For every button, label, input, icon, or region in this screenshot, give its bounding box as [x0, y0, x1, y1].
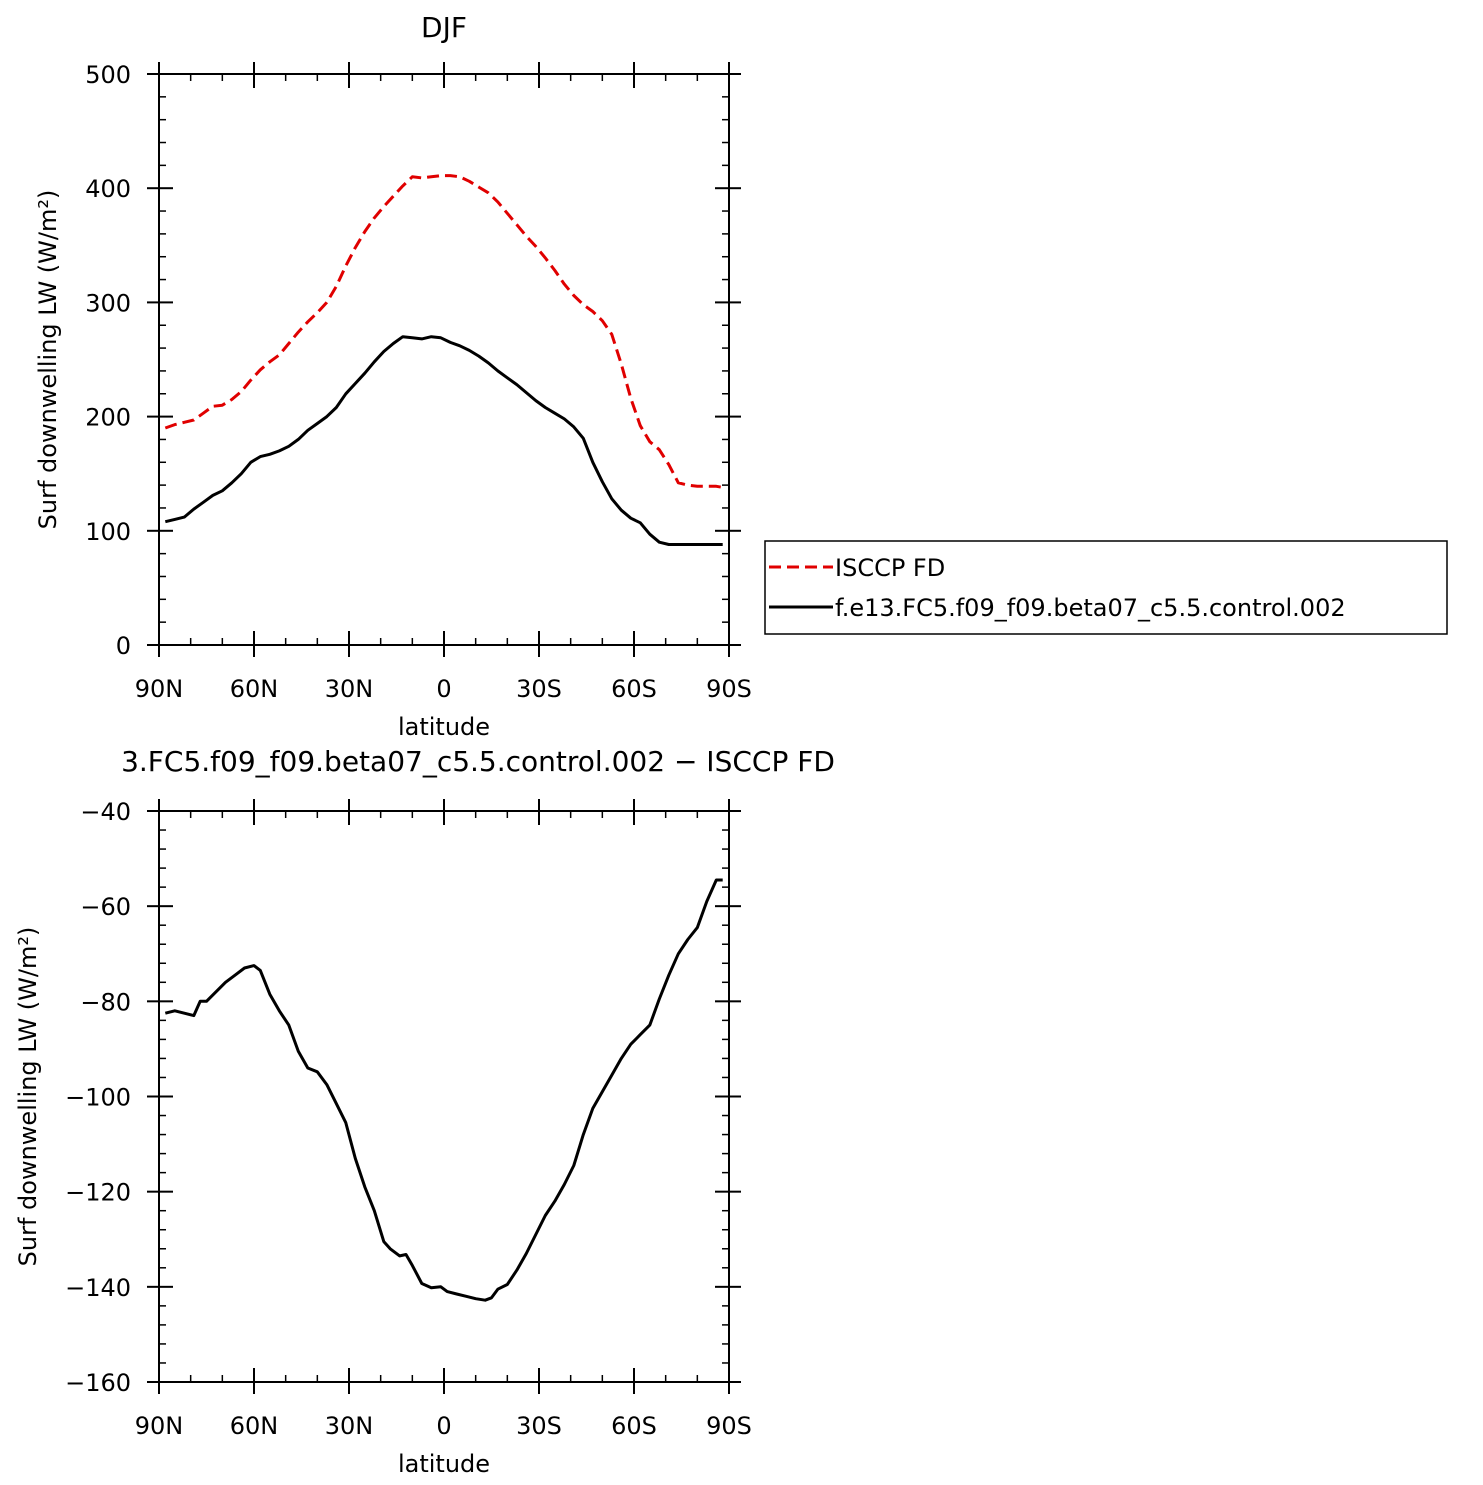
series-line-0: [164, 878, 723, 1302]
y-tick-label: −60: [80, 893, 131, 921]
legend: ISCCP FD f.e13.FC5.f09_f09.beta07_c5.5.co…: [764, 540, 1448, 635]
x-tick-label: 30S: [516, 675, 562, 703]
y-tick-label: 400: [85, 175, 131, 203]
x-tick-label: 60S: [611, 1412, 657, 1440]
y-tick-label: 500: [85, 61, 131, 89]
x-tick-label: 60N: [230, 1412, 279, 1440]
x-tick-label: 90N: [135, 1412, 184, 1440]
x-tick-label: 90S: [706, 675, 752, 703]
x-axis-title: latitude: [398, 713, 490, 741]
x-tick-label: 0: [436, 1412, 451, 1440]
x-tick-label: 90N: [135, 675, 184, 703]
x-tick-label: 90S: [706, 1412, 752, 1440]
legend-entry: ISCCP FD: [835, 554, 945, 582]
y-axis-title: Surf downwelling LW (W/m²): [14, 927, 42, 1267]
x-tick-label: 0: [436, 675, 451, 703]
x-tick-label: 60S: [611, 675, 657, 703]
legend-entry: f.e13.FC5.f09_f09.beta07_c5.5.control.00…: [835, 594, 1346, 622]
x-tick-label: 30N: [325, 675, 374, 703]
y-tick-label: −160: [65, 1369, 131, 1397]
x-tick-label: 60N: [230, 675, 279, 703]
y-tick-label: 200: [85, 404, 131, 432]
legend-box: [764, 540, 1448, 635]
chart-title: 3.FC5.f09_f09.beta07_c5.5.control.002 − …: [121, 745, 835, 778]
y-axis-title: Surf downwelling LW (W/m²): [34, 190, 62, 530]
x-tick-label: 30N: [325, 1412, 374, 1440]
y-tick-label: 100: [85, 518, 131, 546]
series-line-0: [164, 174, 723, 489]
y-tick-label: −120: [65, 1179, 131, 1207]
x-tick-label: 30S: [516, 1412, 562, 1440]
y-tick-label: 0: [116, 632, 131, 660]
plot-frame: [158, 810, 730, 1383]
series-line-1: [164, 335, 723, 546]
top-chart-panel: DJF 90N 60N 30N 0 30S 60S 90S 0 100 200 300 400 500 la…: [34, 11, 752, 741]
y-tick-label: 300: [85, 289, 131, 317]
chart-title: DJF: [421, 11, 467, 44]
bottom-chart-panel: 3.FC5.f09_f09.beta07_c5.5.control.002 − …: [14, 745, 835, 1478]
y-tick-label: −100: [65, 1084, 131, 1112]
y-tick-label: −140: [65, 1274, 131, 1302]
plot-frame: [158, 73, 730, 646]
x-axis-title: latitude: [398, 1450, 490, 1478]
y-tick-label: −40: [80, 798, 131, 826]
y-tick-label: −80: [80, 988, 131, 1016]
